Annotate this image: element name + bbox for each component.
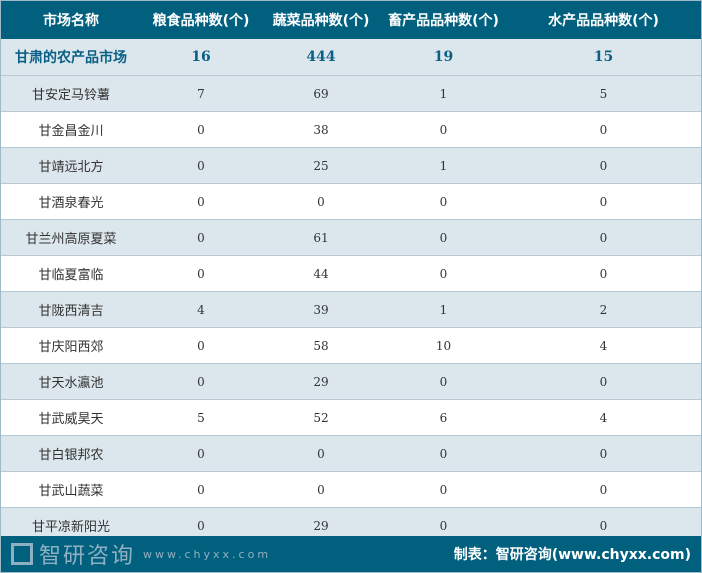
market-table: 市场名称 粮食品种数(个) 蔬菜品种数(个) 畜产品品种数(个) 水产品品种数(个) 甘… (1, 1, 701, 544)
cell-count: 0 (506, 219, 701, 256)
cell-count: 5 (141, 399, 261, 436)
watermark-url: www.chyxx.com (143, 547, 272, 561)
column-header: 市场名称 (1, 1, 141, 39)
cell-market-name: 甘陇西清吉 (1, 291, 141, 328)
table-row: 甘天水瀛池 0 29 0 0 (1, 363, 701, 400)
cell-count: 61 (261, 219, 381, 256)
table-row: 甘酒泉春光 0 0 0 0 (1, 183, 701, 220)
cell-count: 1 (381, 147, 506, 184)
cell-count: 1 (381, 75, 506, 112)
cell-count: 39 (261, 291, 381, 328)
cell-count: 0 (381, 219, 506, 256)
cell-count: 0 (141, 255, 261, 292)
cell-count: 0 (381, 255, 506, 292)
cell-count: 44 (261, 255, 381, 292)
cell-market-name: 甘酒泉春光 (1, 183, 141, 220)
cell-count: 10 (381, 327, 506, 364)
cell-count: 0 (141, 327, 261, 364)
cell-count: 25 (261, 147, 381, 184)
cell-count: 0 (141, 219, 261, 256)
cell-count: 0 (141, 435, 261, 472)
summary-row: 甘肃的农产品市场 16 444 19 15 (1, 39, 701, 76)
cell-market-name: 甘临夏富临 (1, 255, 141, 292)
cell-market-name: 甘金昌金川 (1, 111, 141, 148)
cell-market-name: 甘兰州高原夏菜 (1, 219, 141, 256)
cell-count: 0 (381, 363, 506, 400)
table-row: 甘安定马铃薯 7 69 1 5 (1, 75, 701, 112)
summary-value: 16 (141, 39, 261, 76)
cell-count: 7 (141, 75, 261, 112)
cell-market-name: 甘天水瀛池 (1, 363, 141, 400)
cell-count: 4 (506, 327, 701, 364)
table-header-row: 市场名称 粮食品种数(个) 蔬菜品种数(个) 畜产品品种数(个) 水产品品种数(个) (1, 1, 701, 39)
cell-count: 38 (261, 111, 381, 148)
table-row: 甘兰州高原夏菜 0 61 0 0 (1, 219, 701, 256)
cell-market-name: 甘安定马铃薯 (1, 75, 141, 112)
cell-count: 0 (381, 183, 506, 220)
cell-market-name: 甘武山蔬菜 (1, 471, 141, 508)
watermark: 智研咨询 www.chyxx.com (11, 538, 271, 570)
cell-count: 1 (381, 291, 506, 328)
summary-value: 444 (261, 39, 381, 76)
cell-count: 0 (381, 435, 506, 472)
table-row: 甘庆阳西郊 0 58 10 4 (1, 327, 701, 364)
summary-label: 甘肃的农产品市场 (1, 39, 141, 76)
table-row: 甘白银邦农 0 0 0 0 (1, 435, 701, 472)
cell-count: 4 (141, 291, 261, 328)
cell-count: 0 (506, 435, 701, 472)
cell-count: 0 (141, 363, 261, 400)
cell-count: 4 (506, 399, 701, 436)
table-row: 甘靖远北方 0 25 1 0 (1, 147, 701, 184)
logo-icon (11, 543, 33, 565)
cell-count: 58 (261, 327, 381, 364)
source-credit: 制表：智研咨询(www.chyxx.com) (453, 547, 691, 563)
cell-count: 2 (506, 291, 701, 328)
cell-count: 0 (506, 363, 701, 400)
cell-count: 0 (381, 471, 506, 508)
table-row: 甘武山蔬菜 0 0 0 0 (1, 471, 701, 508)
source-footer: 智研咨询 www.chyxx.com 制表：智研咨询(www.chyxx.com) (1, 536, 701, 572)
summary-value: 19 (381, 39, 506, 76)
cell-count: 0 (506, 111, 701, 148)
cell-market-name: 甘庆阳西郊 (1, 327, 141, 364)
cell-count: 0 (506, 183, 701, 220)
cell-count: 52 (261, 399, 381, 436)
column-header: 水产品品种数(个) (506, 1, 701, 39)
cell-count: 29 (261, 363, 381, 400)
cell-market-name: 甘武威昊天 (1, 399, 141, 436)
cell-count: 0 (141, 111, 261, 148)
cell-count: 0 (141, 471, 261, 508)
table-row: 甘临夏富临 0 44 0 0 (1, 255, 701, 292)
column-header: 畜产品品种数(个) (381, 1, 506, 39)
table-row: 甘陇西清吉 4 39 1 2 (1, 291, 701, 328)
cell-count: 6 (381, 399, 506, 436)
cell-count: 69 (261, 75, 381, 112)
cell-count: 0 (381, 111, 506, 148)
cell-count: 0 (141, 183, 261, 220)
cell-count: 0 (261, 183, 381, 220)
cell-count: 0 (261, 471, 381, 508)
cell-count: 0 (506, 255, 701, 292)
cell-count: 0 (141, 147, 261, 184)
cell-count: 0 (506, 471, 701, 508)
cell-count: 0 (506, 147, 701, 184)
cell-count: 0 (261, 435, 381, 472)
watermark-name: 智研咨询 (39, 544, 136, 569)
cell-market-name: 甘白银邦农 (1, 435, 141, 472)
summary-value: 15 (506, 39, 701, 76)
column-header: 蔬菜品种数(个) (261, 1, 381, 39)
table-row: 甘金昌金川 0 38 0 0 (1, 111, 701, 148)
column-header: 粮食品种数(个) (141, 1, 261, 39)
cell-market-name: 甘靖远北方 (1, 147, 141, 184)
cell-count: 5 (506, 75, 701, 112)
table-row: 甘武威昊天 5 52 6 4 (1, 399, 701, 436)
